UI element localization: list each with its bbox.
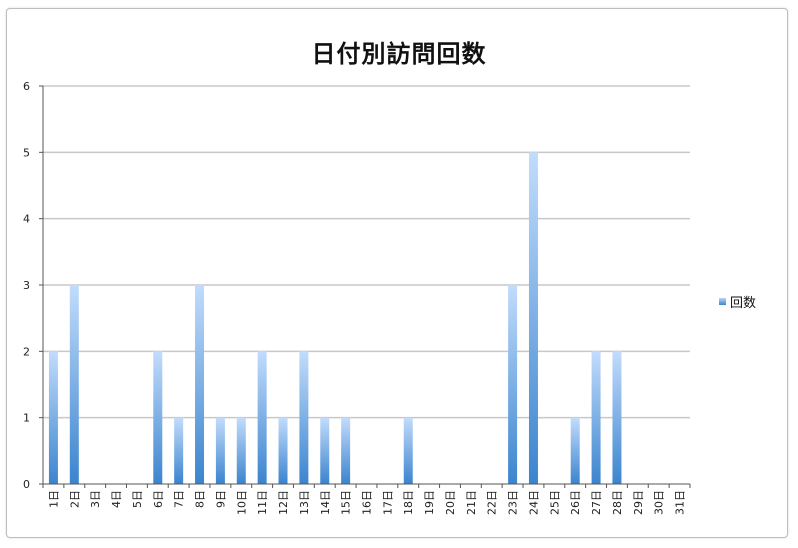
y-tick-label: 5 [23, 146, 30, 159]
bar [278, 417, 288, 484]
y-tick-label: 0 [23, 478, 30, 491]
y-tick-labels: 0 1 2 3 4 5 6 [23, 80, 30, 491]
y-tick-label: 4 [23, 213, 30, 226]
x-tick-label: 9日 [214, 490, 227, 508]
x-tick-label: 18日 [402, 490, 415, 515]
x-tick-label: 8日 [194, 490, 207, 508]
chart-title: 日付別訪問回数 [311, 40, 487, 68]
x-tick-label: 16日 [361, 490, 374, 515]
x-tick-label: 14日 [319, 490, 332, 515]
x-tick-label: 17日 [381, 490, 394, 515]
bar [153, 351, 163, 484]
x-tick-label: 5日 [131, 490, 144, 508]
x-tick-label: 25日 [548, 490, 561, 515]
x-tick-label: 1日 [47, 490, 60, 508]
bars [48, 152, 622, 485]
bar [257, 351, 267, 484]
x-tick-label: 12日 [277, 490, 290, 515]
y-tick-label: 6 [23, 80, 30, 93]
legend-label: 回数 [730, 296, 757, 311]
axes [39, 85, 691, 488]
bar [403, 417, 413, 484]
bar [341, 417, 351, 484]
gridlines [43, 85, 690, 419]
x-tick-label: 10日 [235, 490, 248, 515]
bar [591, 351, 601, 484]
x-tick-label: 19日 [423, 490, 436, 515]
x-tick-label: 28日 [611, 490, 624, 515]
x-tick-label: 7日 [173, 490, 186, 508]
bar [528, 152, 538, 485]
bar [320, 417, 330, 484]
x-tick-label: 30日 [653, 490, 666, 515]
y-tick-label: 3 [23, 279, 30, 292]
bar [299, 351, 309, 484]
chart-frame [6, 8, 788, 538]
bar [236, 417, 246, 484]
bar [215, 417, 225, 484]
x-tick-label: 22日 [486, 490, 499, 515]
x-tick-label: 21日 [465, 490, 478, 515]
bar [570, 417, 580, 484]
x-tick-label: 11日 [256, 490, 269, 515]
bar [174, 417, 184, 484]
bar [612, 351, 622, 484]
x-tick-label: 20日 [444, 490, 457, 515]
x-tick-label: 29日 [632, 490, 645, 515]
y-tick-label: 2 [23, 345, 30, 358]
x-tick-label: 15日 [340, 490, 353, 515]
x-tick-label: 3日 [89, 490, 102, 508]
x-tick-label: 27日 [590, 490, 603, 515]
bar [69, 285, 79, 484]
x-tick-label: 23日 [507, 490, 520, 515]
x-tick-label: 6日 [152, 490, 165, 508]
x-tick-label: 31日 [674, 490, 687, 515]
legend-swatch [719, 298, 726, 305]
x-tick-label: 24日 [527, 490, 540, 515]
x-tick-label: 4日 [110, 490, 123, 508]
bar [48, 351, 58, 484]
legend: 回数 [719, 292, 756, 311]
y-tick-label: 1 [23, 412, 30, 425]
x-tick-label: 13日 [298, 490, 311, 515]
x-tick-label: 26日 [569, 490, 582, 515]
bar [508, 285, 518, 484]
x-tick-label: 2日 [68, 490, 81, 508]
x-tick-labels: 1日 2日 3日 4日 5日 6日 7日 8日 9日 10日 11日 12日 13日 14日 15日 16日 1… [47, 490, 686, 515]
bar [195, 285, 205, 484]
